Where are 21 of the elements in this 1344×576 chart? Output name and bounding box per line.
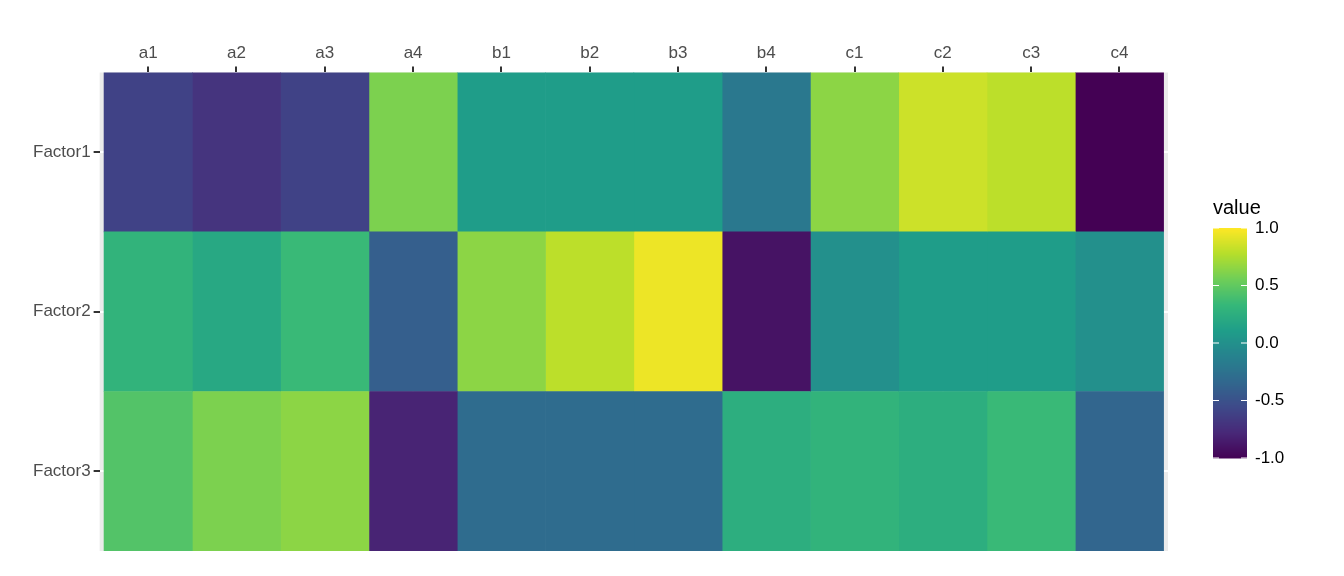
x-tick-label: a1 [138,42,158,62]
x-tick-label: c4 [1110,42,1129,62]
x-tick-label: b2 [580,42,600,62]
y-tick-label: Factor3 [32,460,91,480]
y-tick-label: Factor1 [32,141,91,161]
color-bar-label: 0.0 [1255,332,1279,352]
y-tick-label: Factor2 [32,301,91,321]
x-tick-label: c3 [1022,42,1041,62]
color-bar-label: 1.0 [1255,217,1279,237]
color-bar-label: 0.5 [1255,275,1279,295]
x-tick-label: c2 [933,42,952,62]
x-tick-label: a3 [315,42,335,62]
color-bar-label: -1.0 [1255,447,1285,467]
x-tick-label: b4 [756,42,776,62]
x-tick-label: a2 [227,42,246,62]
x-tick-label: c1 [845,42,864,62]
x-tick-label: b3 [668,42,688,62]
color-bar-label: -0.5 [1255,390,1285,410]
x-tick-label: a4 [403,42,423,62]
x-tick-label: b1 [491,42,511,62]
color-bar-title: value [1213,196,1261,218]
